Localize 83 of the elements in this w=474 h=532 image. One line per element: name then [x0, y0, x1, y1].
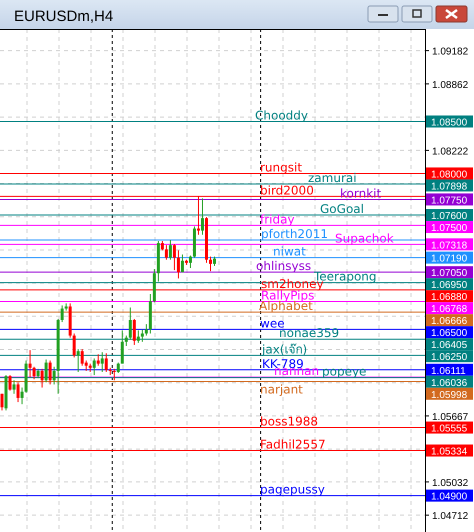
- text: 1.07500: [431, 223, 468, 234]
- text: 1.07190: [431, 254, 468, 265]
- text: 1.06250: [431, 352, 468, 364]
- text: 1.06036: [431, 378, 468, 389]
- candlestick: [120, 330, 124, 364]
- ref-line-label: pforth2011: [261, 226, 328, 241]
- candlestick: [200, 198, 204, 236]
- ref-line-label: Fadhil2557: [260, 438, 326, 452]
- chart-title: EURUSDm,H4: [14, 8, 114, 25]
- text: 1.07898: [431, 181, 468, 192]
- candlestick: [124, 335, 128, 346]
- candlestick: [0, 393, 4, 411]
- candlestick: [20, 387, 24, 405]
- text: 1.07050: [431, 268, 468, 280]
- candlestick: [16, 382, 20, 403]
- y-tick-label: 1.05667: [432, 412, 469, 423]
- text: 1.06405: [431, 340, 468, 352]
- candlestick: [208, 256, 212, 272]
- ref-line-label: Chooddy: [255, 108, 308, 122]
- text: 1.05998: [431, 390, 468, 401]
- text: 1.05334: [431, 446, 468, 458]
- ref-line-label: pagepussy: [260, 482, 325, 497]
- ref-line-label: friday: [260, 212, 295, 226]
- text: 1.07318: [431, 240, 468, 252]
- candlestick: [168, 239, 172, 260]
- candlestick: [172, 244, 176, 271]
- candlestick: [132, 318, 136, 346]
- candlestick: [140, 328, 144, 342]
- ref-line-label: rungsit: [260, 160, 302, 174]
- ref-line-label: bird2000: [260, 183, 314, 198]
- candlestick: [52, 366, 56, 385]
- candlestick: [28, 350, 32, 378]
- candlestick: [144, 324, 148, 336]
- ref-line-label: jax(เจ๊ก): [261, 342, 308, 356]
- text: 1.06950: [431, 280, 468, 292]
- candlestick: [60, 304, 64, 323]
- text: 1.04900: [431, 492, 468, 503]
- text: 1.05555: [431, 424, 468, 435]
- text: 1.08500: [431, 117, 468, 128]
- text: 1.06880: [431, 292, 468, 304]
- ref-line-label: GoGoal: [320, 202, 364, 216]
- candlestick: [104, 352, 108, 372]
- candlestick: [136, 330, 140, 344]
- candlestick: [213, 256, 216, 266]
- ref-line-label: zamurai: [308, 171, 357, 186]
- candlestick: [92, 358, 96, 376]
- y-tick-label: 1.08222: [432, 146, 469, 158]
- text: 1.07750: [431, 195, 468, 206]
- candlestick: [80, 348, 84, 366]
- text: 1.07600: [431, 211, 468, 222]
- candlestick: [160, 240, 164, 251]
- candlestick: [8, 374, 12, 392]
- candlestick: [76, 348, 80, 372]
- candlestick: [164, 244, 168, 260]
- ref-line-label: niwat: [273, 244, 306, 259]
- candlestick: [96, 354, 100, 366]
- candlestick: [72, 333, 76, 358]
- candlestick: [40, 368, 44, 388]
- candlestick: [176, 250, 180, 279]
- candlestick: [188, 255, 192, 269]
- text: 1.06111: [431, 366, 466, 377]
- ref-line-label: wee: [260, 316, 285, 330]
- candlestick: [44, 358, 48, 383]
- candlestick: [36, 368, 40, 379]
- ref-line-label: ohlinsyss: [256, 259, 312, 274]
- text: 1.06666: [431, 316, 468, 328]
- text: 1.06768: [431, 304, 468, 316]
- y-tick-label: 1.08862: [432, 80, 469, 91]
- candlestick: [112, 368, 116, 381]
- candlestick: [12, 380, 16, 394]
- y-tick-label: 1.09182: [432, 46, 469, 58]
- candlestick: [100, 352, 104, 372]
- candlestick: [128, 307, 132, 340]
- candlestick: [32, 366, 36, 380]
- candlestick: [180, 254, 184, 273]
- text: 1.08000: [431, 169, 468, 180]
- candlestick: [116, 362, 120, 374]
- text: 1.06500: [431, 328, 468, 340]
- y-tick-label: 1.05032: [432, 478, 469, 489]
- y-tick-label: 1.04712: [432, 511, 469, 522]
- ref-line-label: boss1988: [260, 414, 318, 429]
- candlestick: [48, 360, 52, 385]
- ref-line-label: narjant: [260, 382, 304, 397]
